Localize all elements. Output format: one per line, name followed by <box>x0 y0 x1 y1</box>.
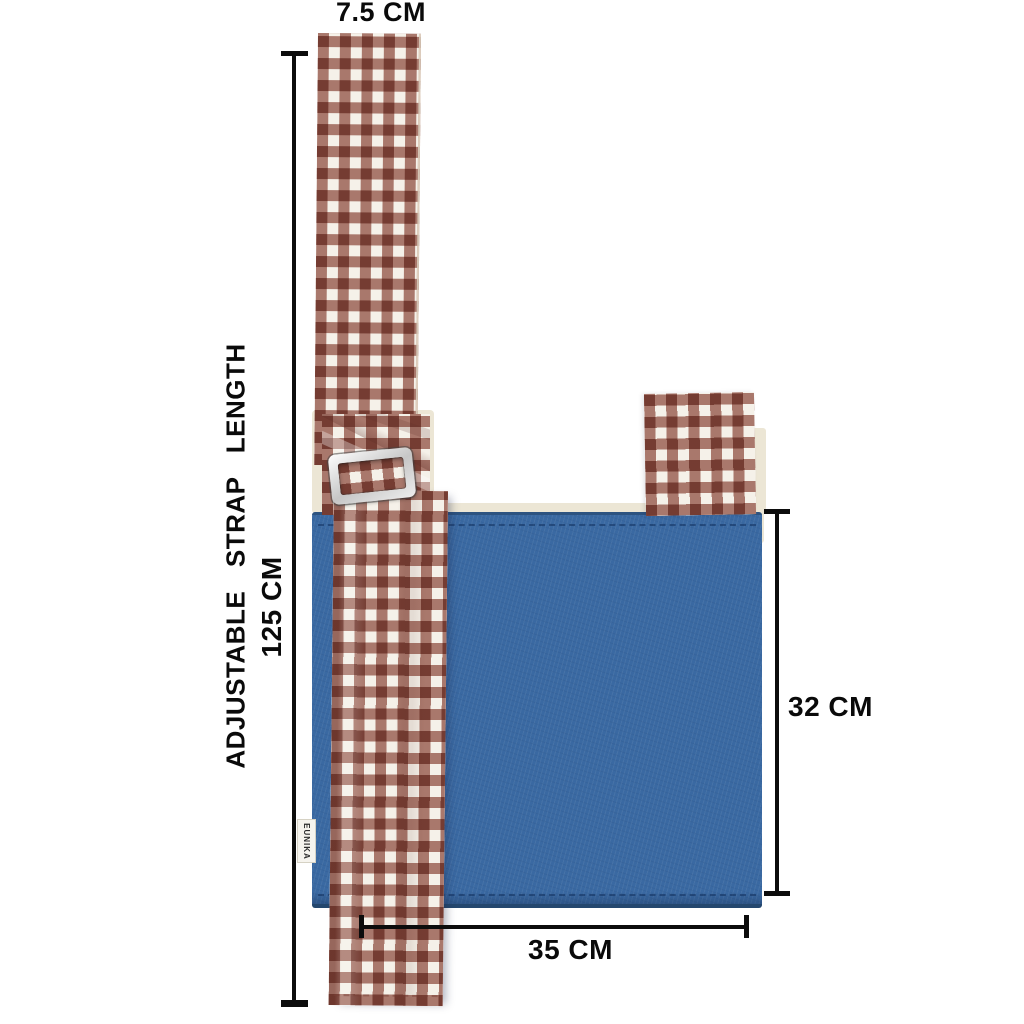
dimension-cap <box>359 915 364 938</box>
top-hem-stitch <box>318 524 756 526</box>
strap-width-label: 7.5 CM <box>336 0 427 27</box>
strap-length-value: 125 CM <box>256 556 287 658</box>
dimension-line-strap-length <box>292 55 296 1005</box>
bottom-hem-stitch <box>318 894 756 896</box>
strap-upper-length <box>314 33 421 466</box>
brand-tag: EUNIKA <box>298 820 315 862</box>
dimension-line-bag-height <box>775 512 779 894</box>
dimension-cap <box>281 51 308 56</box>
bag-height-label: 32 CM <box>788 691 873 722</box>
buckle-opening <box>337 456 407 496</box>
strap-end-right <box>643 392 757 516</box>
slide-buckle <box>327 446 417 506</box>
brand-tag-label: EUNIKA <box>302 822 312 860</box>
dimension-line-bag-width <box>361 925 747 929</box>
strap-length-label: ADJUSTABLE STRAP LENGTH <box>220 343 251 769</box>
dimension-cap <box>744 915 749 938</box>
dimension-cap <box>764 509 790 514</box>
bag-width-label: 35 CM <box>528 934 613 965</box>
dimension-cap <box>764 891 790 896</box>
dimension-cap <box>281 1000 308 1007</box>
